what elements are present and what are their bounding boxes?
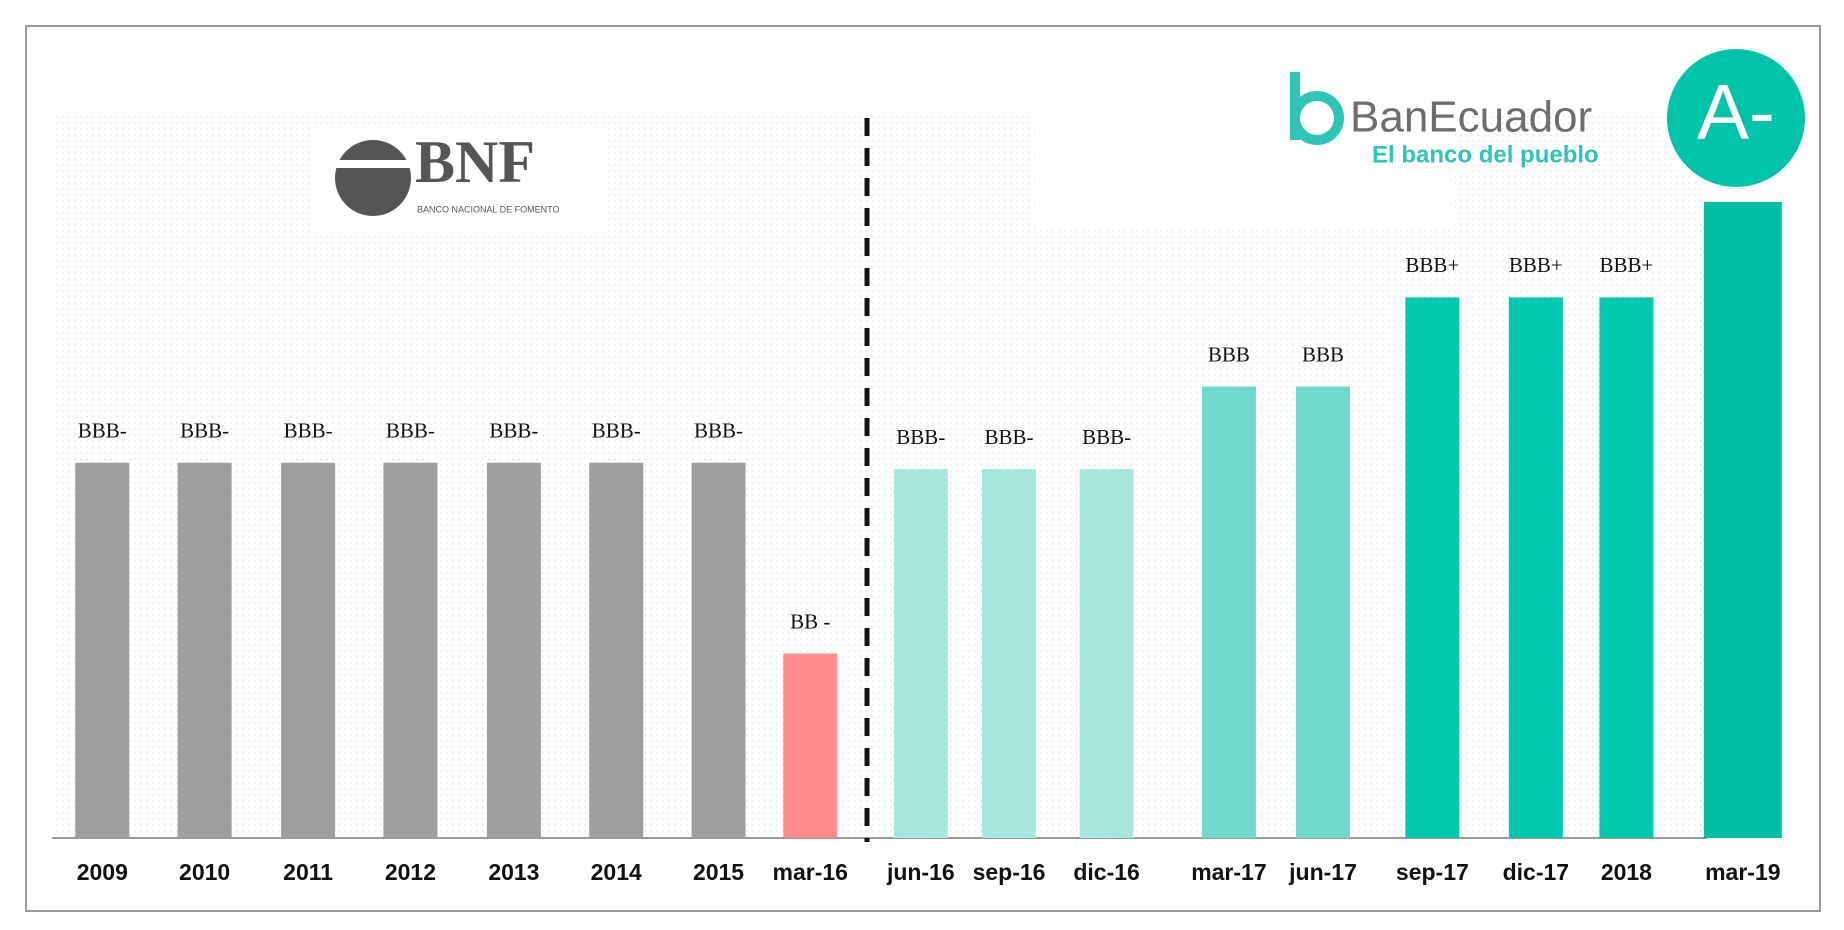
bar — [383, 462, 438, 838]
value-label: BBB- — [386, 419, 435, 443]
bar — [75, 462, 130, 838]
x-tick-label: mar-19 — [1705, 859, 1780, 885]
bar — [1599, 297, 1654, 838]
value-label: BBB- — [78, 419, 127, 443]
bar — [589, 462, 644, 838]
logo-text: BanEcuador — [1350, 93, 1592, 142]
x-tick-label: dic-16 — [1073, 859, 1139, 885]
x-tick-label: jun-16 — [886, 859, 955, 885]
rating-badge — [1661, 43, 1811, 193]
bar — [1201, 386, 1256, 838]
x-tick-label: mar-16 — [773, 859, 848, 885]
x-tick-label: 2012 — [385, 859, 436, 885]
logo-text: BNF — [415, 129, 535, 195]
logo-tagline: BANCO NACIONAL DE FOMENTO — [417, 204, 560, 214]
x-tick-label: 2015 — [693, 859, 744, 885]
value-label: BBB — [1302, 342, 1344, 366]
value-label: BBB+ — [1405, 253, 1459, 277]
value-label: BBB — [1208, 342, 1250, 366]
value-label: BBB+ — [1599, 253, 1653, 277]
x-tick-label: 2011 — [283, 859, 333, 885]
logo-tagline: El banco del pueblo — [1372, 141, 1599, 168]
value-label: A- — [1697, 68, 1775, 156]
x-tick-label: sep-16 — [973, 859, 1046, 885]
value-label: BBB- — [985, 425, 1034, 449]
x-tick-label: 2009 — [77, 859, 128, 885]
bar — [1296, 386, 1350, 838]
logo-background — [1035, 115, 1455, 230]
value-label: BBB- — [284, 419, 333, 443]
x-tick-label: dic-17 — [1503, 859, 1569, 885]
bar — [281, 462, 336, 838]
bar — [1703, 202, 1782, 838]
value-label: BBB- — [896, 425, 945, 449]
value-label: BBB- — [180, 419, 229, 443]
bar — [691, 462, 746, 838]
bar — [177, 462, 232, 838]
bnf-logo: BNF BANCO NACIONAL DE FOMENTO — [333, 129, 560, 216]
value-label: BBB- — [1082, 425, 1131, 449]
bar — [783, 653, 838, 838]
x-tick-label: sep-17 — [1396, 859, 1469, 885]
logo-icon — [1290, 91, 1344, 145]
x-tick-label: 2010 — [179, 859, 230, 885]
logo-icon — [335, 140, 411, 216]
bar — [1405, 297, 1460, 838]
bar — [982, 469, 1037, 838]
bar — [1079, 469, 1134, 838]
value-label: BBB+ — [1509, 253, 1563, 277]
banecuador-logo: BanEcuador El banco del pueblo — [1290, 72, 1599, 168]
bar — [1508, 297, 1563, 838]
x-tick-label: 2018 — [1601, 859, 1652, 885]
bar — [486, 462, 541, 838]
value-label: BB - — [790, 609, 830, 633]
x-tick-label: mar-17 — [1191, 859, 1266, 885]
logo-icon — [333, 160, 413, 168]
value-label: BBB- — [694, 419, 743, 443]
value-label: BBB- — [592, 419, 641, 443]
bar — [893, 469, 948, 838]
value-label: BBB- — [489, 419, 538, 443]
x-tick-label: 2013 — [488, 859, 539, 885]
x-tick-label: jun-17 — [1288, 859, 1357, 885]
x-tick-label: 2014 — [591, 859, 642, 885]
